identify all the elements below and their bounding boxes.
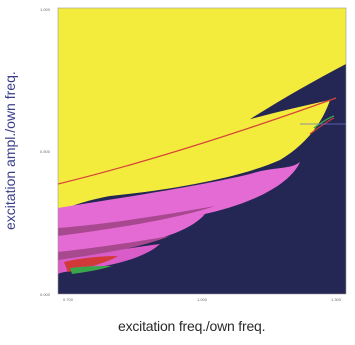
region-inner-2 [58,236,170,260]
tip-red [309,117,335,135]
region-edge-green [70,266,112,274]
x-axis-label: excitation freq./own freq. [118,318,266,334]
x-tick-label: 1.300 [331,297,342,302]
y-tick-label: 0.000 [40,292,51,297]
y-tick-label: 1.000 [40,7,51,12]
x-tick-label: 1.000 [197,297,208,302]
y-axis-label: excitation ampl./own freq. [2,71,18,230]
y-tick-label: 0.500 [40,149,51,154]
region-tongue-2 [58,214,205,258]
boundary-red-curve [58,97,337,185]
region-tongue-1 [58,162,300,232]
plot-frame [57,7,347,295]
region-upper [58,8,346,182]
region-inner-1 [58,206,215,236]
region-lobe [58,100,330,212]
x-tick-label: 0.700 [63,297,74,302]
tip-green [313,115,335,129]
